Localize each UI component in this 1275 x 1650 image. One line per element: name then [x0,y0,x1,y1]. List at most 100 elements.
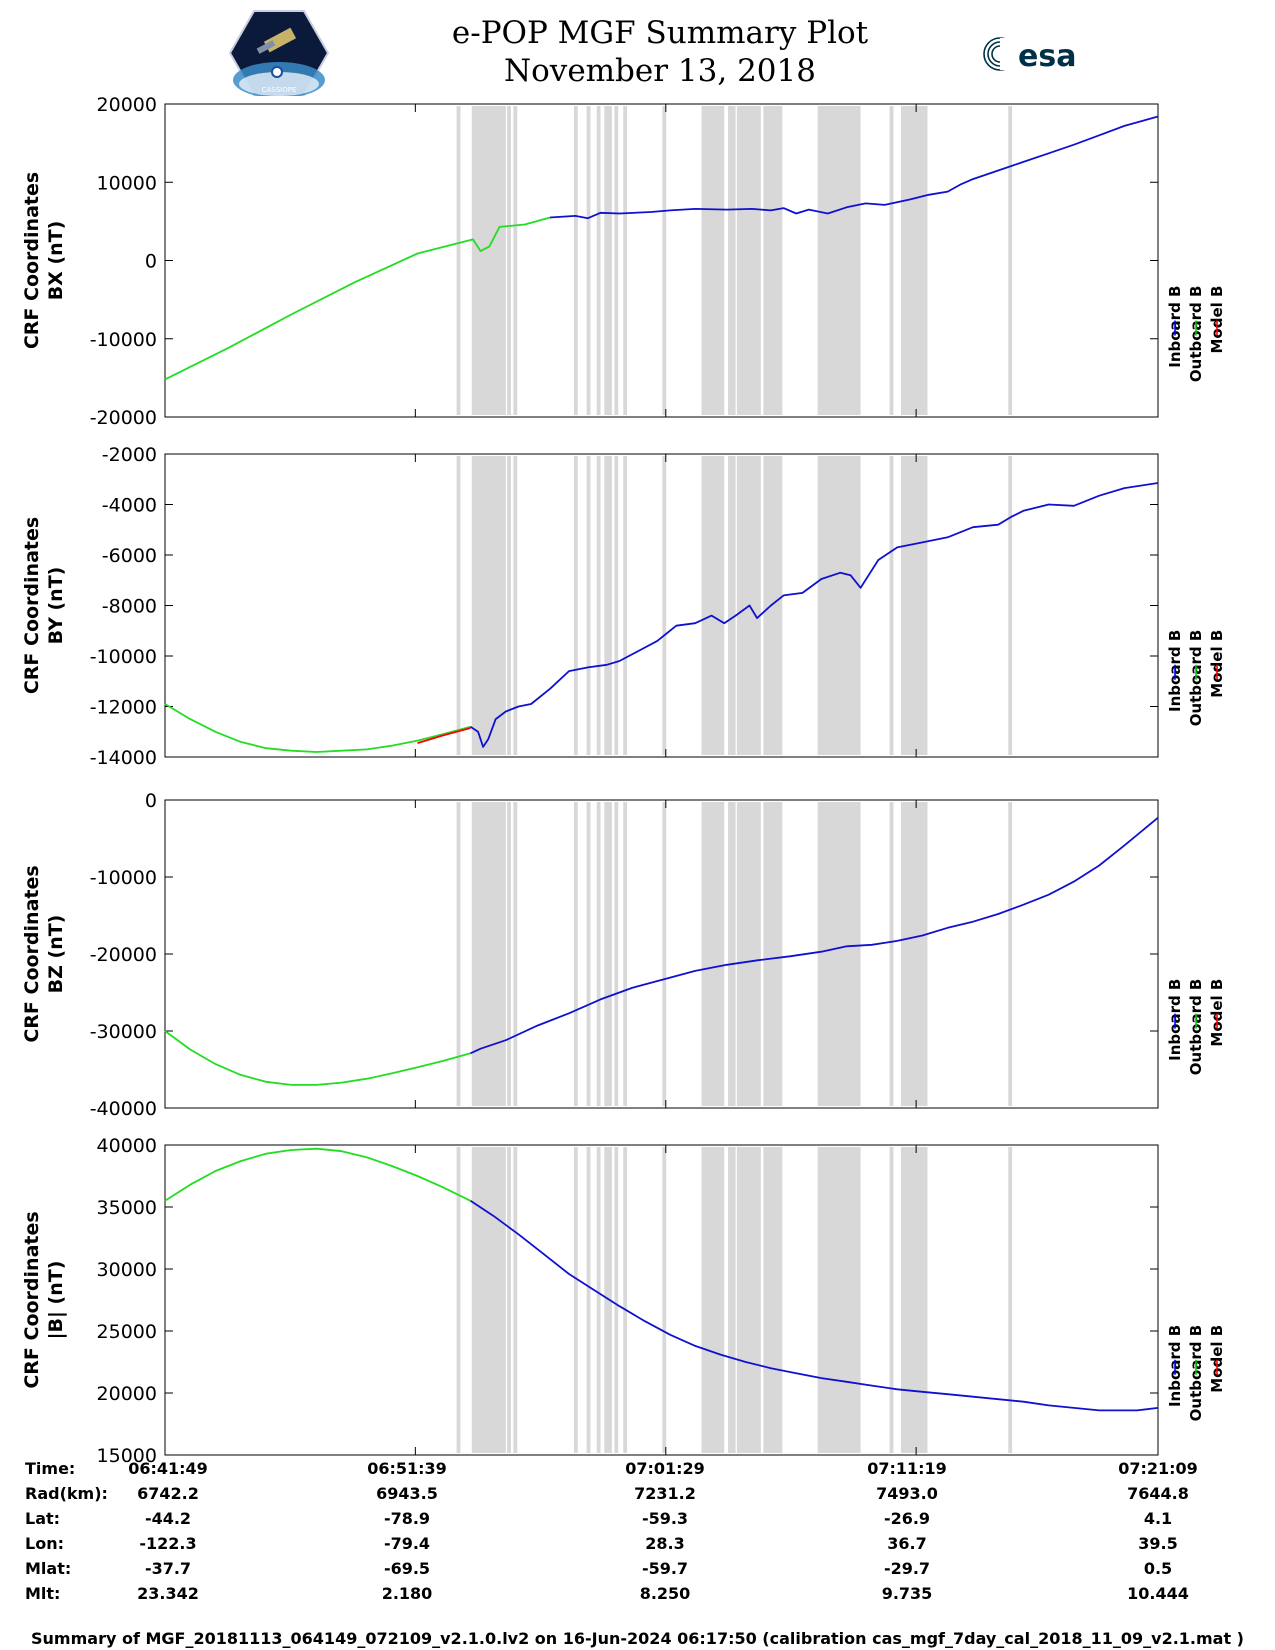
data-gap-shade [596,1147,601,1453]
series-line-inboard-b [470,1200,1159,1412]
data-gap-shade [662,456,667,755]
data-gap-shade [701,1147,725,1453]
data-gap-shade [596,456,601,755]
data-gap-shade [574,1147,578,1453]
y-tick-label: 20000 [97,1383,157,1405]
y-axis-title: CRF Coordinates [21,865,43,1042]
footer-summary: Summary of MGF_20181113_064149_072109_v2… [31,1629,1244,1648]
y-tick-label: -30000 [90,1021,157,1043]
y-tick-label: -10000 [90,646,157,668]
y-tick-label: -2000 [102,444,157,466]
y-tick-label: 10000 [97,172,157,194]
data-gap-shade [586,802,591,1106]
y-axis-title: CRF Coordinates [21,172,43,349]
data-gap-shade [763,1147,783,1453]
data-gap-shade [513,456,518,755]
data-gap-shade [701,802,725,1106]
panel-4: 40000 35000 30000 25000 20000 15000 CRF Coordi… [21,1135,1226,1467]
data-gap-shade [701,106,725,415]
data-gap-shade [614,1147,619,1453]
data-gap-shade [623,802,628,1106]
data-gap-shade [604,106,612,415]
data-gap-shade [1008,802,1013,1106]
cassiope-logo-text: CASSIOPE [262,86,297,94]
data-gap-shade [1008,1147,1013,1453]
data-gap-shade [507,802,511,1106]
data-gap-shade [817,1147,861,1453]
series-line-inboard-b [549,115,1159,220]
y-tick-label: 20000 [97,94,157,116]
data-gap-shade [736,1147,761,1453]
y-axis-title: CRF Coordinates [21,517,43,694]
data-gap-shade [507,456,511,755]
data-gap-shade [728,802,736,1106]
y-tick-label: 35000 [97,1197,157,1219]
data-gap-shade [586,106,591,415]
data-gap-shade [763,106,783,415]
plot-title: e-POP MGF Summary Plot [451,15,869,51]
data-gap-shade [1008,456,1013,755]
y-tick-label: 25000 [97,1321,157,1343]
y-tick-label: -8000 [102,596,157,618]
data-gap-shade [763,802,783,1106]
data-gap-shade [623,456,628,755]
y-axis-unit-label: |B| (nT) [45,1261,67,1340]
series-line-outboard-b [164,703,471,753]
data-gap-shade [513,802,518,1106]
legend-label: Model B [1208,979,1226,1047]
y-tick-label: -14000 [90,747,157,769]
y-tick-label: -12000 [90,697,157,719]
y-tick-label: 0 [145,251,157,273]
data-gap-shade [817,106,861,415]
data-gap-shade [586,456,591,755]
data-gap-shade [456,802,461,1106]
data-gap-shade [574,106,578,415]
data-gap-shade [471,106,506,415]
y-axis-unit-label: BZ (nT) [45,915,67,994]
data-gap-shade [614,802,619,1106]
y-tick-label: 40000 [97,1135,157,1157]
data-gap-shade [604,456,612,755]
y-tick-label: 0 [145,790,157,812]
plot-date: November 13, 2018 [504,53,816,89]
y-tick-label: 30000 [97,1259,157,1281]
y-tick-label: -10000 [90,329,157,351]
data-gap-shade [513,1147,518,1453]
data-gap-shade [900,106,928,415]
series-line-inboard-b [470,817,1159,1055]
data-gap-shade [596,106,601,415]
data-gap-shade [1008,106,1013,415]
data-gap-shade [507,1147,511,1453]
y-axis-unit-label: BY (nT) [45,567,67,645]
panel-1: 20000 10000 0 -10000 -20000 CRF Coordinates BX… [21,94,1226,429]
data-gap-shade [728,1147,736,1453]
data-gap-shade [623,1147,628,1453]
data-gap-shade [662,802,667,1106]
panel-3: 0 -10000 -20000 -30000 -40000 CRF Coordinates… [21,790,1226,1120]
data-gap-shade [471,1147,506,1453]
esa-logo-text: esa [1018,39,1076,74]
data-gap-shade [586,1147,591,1453]
data-gap-shade [900,1147,928,1453]
data-gap-shade [471,456,506,755]
data-gap-shade [614,106,619,415]
esa-logo: esa [983,37,1076,74]
legend-label: Model B [1208,630,1226,698]
data-gap-shade [817,802,861,1106]
y-tick-label: -40000 [90,1098,157,1120]
data-gap-shade [817,456,861,755]
data-gap-shade [701,456,725,755]
y-tick-label: 15000 [97,1445,157,1467]
series-line-model-b [417,727,471,744]
y-tick-label: -20000 [90,407,157,429]
y-tick-label: -4000 [102,495,157,517]
data-gap-shade [889,1147,894,1453]
data-gap-shade [662,1147,667,1453]
data-gap-shade [513,106,518,415]
data-gap-shade [728,106,736,415]
series-line-outboard-b [164,216,551,381]
data-gap-shade [456,106,461,415]
y-tick-label: -20000 [90,944,157,966]
series-line-outboard-b [164,1030,471,1086]
